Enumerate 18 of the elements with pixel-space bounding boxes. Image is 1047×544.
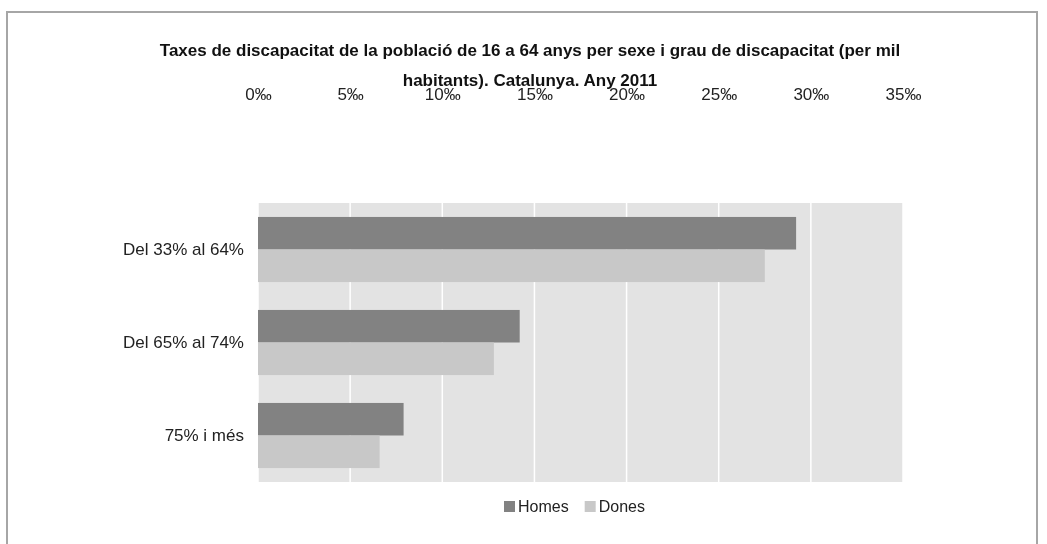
x-tick-label: 35‰ <box>885 85 922 104</box>
x-tick-label: 0‰ <box>245 85 272 104</box>
bar <box>258 435 380 469</box>
y-tick-label: Del 65% al 74% <box>123 332 244 352</box>
bar <box>258 249 765 283</box>
x-tick-label: 25‰ <box>701 85 738 104</box>
legend-label: Dones <box>598 498 645 515</box>
x-tick-label: 5‰ <box>337 85 364 104</box>
legend-label: Homes <box>518 498 569 515</box>
y-tick-label: Del 33% al 64% <box>123 239 244 259</box>
y-tick-label: 75% i més <box>164 425 244 445</box>
x-tick-label: 30‰ <box>793 85 830 104</box>
bar <box>258 342 494 376</box>
x-tick-label: 15‰ <box>516 85 553 104</box>
bar <box>258 216 797 250</box>
bar <box>258 402 404 436</box>
bar <box>258 309 520 343</box>
x-tick-label: 10‰ <box>424 85 461 104</box>
